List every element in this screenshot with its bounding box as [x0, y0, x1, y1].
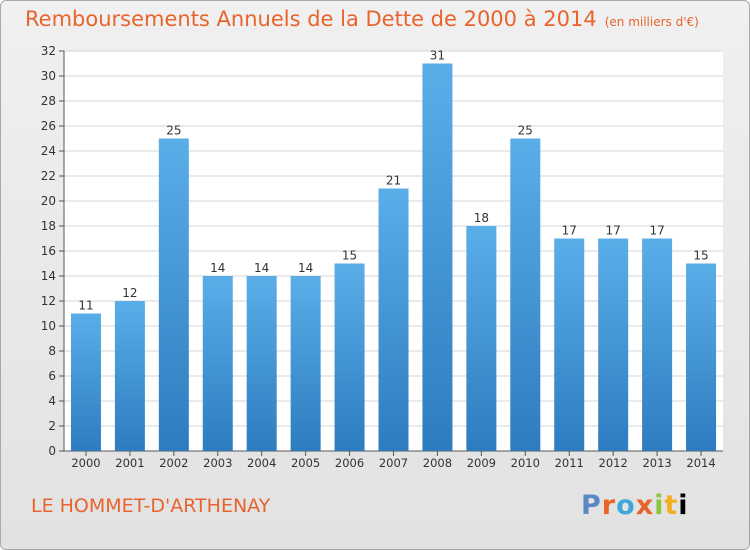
bar — [70, 313, 101, 451]
x-tick-label: 2013 — [642, 456, 671, 470]
data-label: 14 — [298, 261, 313, 275]
y-tick-label: 16 — [41, 244, 56, 258]
x-tick-label: 2005 — [291, 456, 320, 470]
data-label: 15 — [342, 249, 357, 263]
y-tick-label: 4 — [48, 394, 56, 408]
bar — [202, 276, 233, 451]
bar — [466, 226, 497, 451]
y-tick-label: 8 — [48, 344, 56, 358]
chart-title: Remboursements Annuels de la Dette de 20… — [25, 7, 699, 31]
y-tick-label: 20 — [41, 194, 56, 208]
data-label: 31 — [430, 49, 445, 63]
proxiti-logo: Proxiti — [581, 490, 689, 521]
y-tick-label: 14 — [41, 269, 56, 283]
bar — [290, 276, 321, 451]
x-tick-label: 2010 — [511, 456, 540, 470]
x-tick-label: 2000 — [71, 456, 100, 470]
y-tick-label: 12 — [41, 294, 56, 308]
data-label: 15 — [693, 249, 708, 263]
bar — [158, 138, 189, 451]
bar — [378, 188, 409, 451]
commune-name: LE HOMMET-D'ARTHENAY — [31, 495, 271, 517]
data-label: 17 — [562, 224, 577, 238]
y-tick-label: 28 — [41, 94, 56, 108]
y-tick-label: 32 — [41, 44, 56, 58]
x-tick-label: 2004 — [247, 456, 276, 470]
data-label: 11 — [78, 299, 93, 313]
y-tick-label: 10 — [41, 319, 56, 333]
x-tick-label: 2012 — [599, 456, 628, 470]
y-tick-label: 2 — [48, 419, 56, 433]
data-label: 25 — [166, 124, 181, 138]
x-tick-label: 2003 — [203, 456, 232, 470]
x-tick-label: 2002 — [159, 456, 188, 470]
data-label: 17 — [649, 224, 664, 238]
data-label: 25 — [518, 124, 533, 138]
chart-title-text: Remboursements Annuels de la Dette de 20… — [25, 7, 597, 31]
y-tick-label: 18 — [41, 219, 56, 233]
x-tick-label: 2009 — [467, 456, 496, 470]
data-label: 17 — [606, 224, 621, 238]
bar — [510, 138, 541, 451]
x-tick-label: 2007 — [379, 456, 408, 470]
data-label: 21 — [386, 174, 401, 188]
y-tick-label: 0 — [48, 444, 56, 458]
chart-unit: (en milliers d'€) — [604, 15, 699, 29]
data-label: 14 — [210, 261, 225, 275]
data-label: 12 — [122, 286, 137, 300]
x-tick-label: 2006 — [335, 456, 364, 470]
bar — [246, 276, 277, 451]
y-tick-label: 30 — [41, 69, 56, 83]
x-tick-label: 2001 — [115, 456, 144, 470]
data-label: 14 — [254, 261, 269, 275]
bar — [114, 301, 145, 451]
x-tick-label: 2008 — [423, 456, 452, 470]
bar — [598, 238, 629, 451]
bar — [686, 263, 717, 451]
data-label: 18 — [474, 211, 489, 225]
bar — [422, 63, 453, 451]
x-tick-label: 2011 — [555, 456, 584, 470]
x-tick-label: 2014 — [686, 456, 715, 470]
y-tick-label: 22 — [41, 169, 56, 183]
bar — [642, 238, 673, 451]
y-tick-label: 6 — [48, 369, 56, 383]
bar — [334, 263, 365, 451]
y-tick-label: 26 — [41, 119, 56, 133]
bar — [554, 238, 585, 451]
y-tick-label: 24 — [41, 144, 56, 158]
